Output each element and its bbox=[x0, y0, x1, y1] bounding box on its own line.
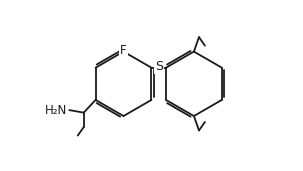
Text: S: S bbox=[155, 60, 163, 73]
Text: H₂N: H₂N bbox=[45, 104, 67, 117]
Text: F: F bbox=[120, 44, 127, 57]
